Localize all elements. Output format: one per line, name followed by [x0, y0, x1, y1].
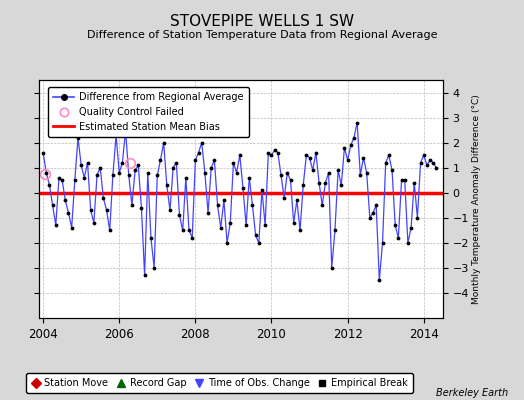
- Text: Berkeley Earth: Berkeley Earth: [436, 388, 508, 398]
- Text: Difference of Station Temperature Data from Regional Average: Difference of Station Temperature Data f…: [87, 30, 437, 40]
- Text: STOVEPIPE WELLS 1 SW: STOVEPIPE WELLS 1 SW: [170, 14, 354, 29]
- Legend: Station Move, Record Gap, Time of Obs. Change, Empirical Break: Station Move, Record Gap, Time of Obs. C…: [26, 374, 412, 393]
- Legend: Difference from Regional Average, Quality Control Failed, Estimated Station Mean: Difference from Regional Average, Qualit…: [48, 87, 249, 137]
- Y-axis label: Monthly Temperature Anomaly Difference (°C): Monthly Temperature Anomaly Difference (…: [472, 94, 481, 304]
